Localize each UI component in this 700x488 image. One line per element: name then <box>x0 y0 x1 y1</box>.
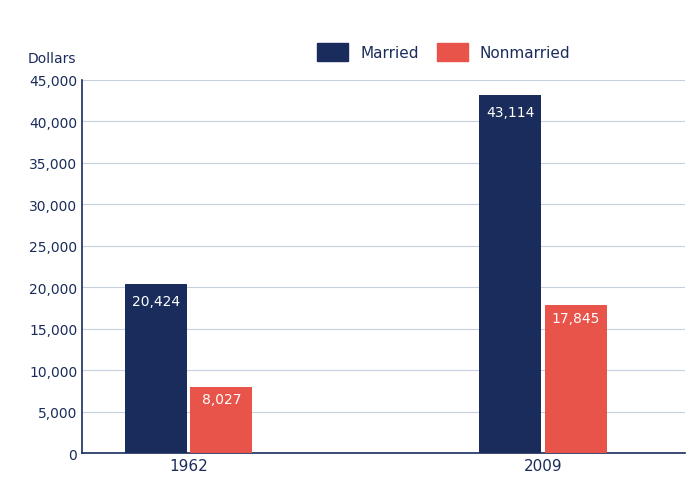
Bar <box>545 305 607 453</box>
Text: Dollars: Dollars <box>28 52 76 66</box>
Bar <box>190 387 252 453</box>
Legend: Married, Nonmarried: Married, Nonmarried <box>313 40 575 66</box>
Text: 17,845: 17,845 <box>552 311 600 325</box>
Text: 43,114: 43,114 <box>486 106 535 120</box>
Text: 20,424: 20,424 <box>132 294 180 308</box>
Bar <box>125 284 187 453</box>
Text: 8,027: 8,027 <box>202 392 241 407</box>
Bar <box>480 96 541 453</box>
